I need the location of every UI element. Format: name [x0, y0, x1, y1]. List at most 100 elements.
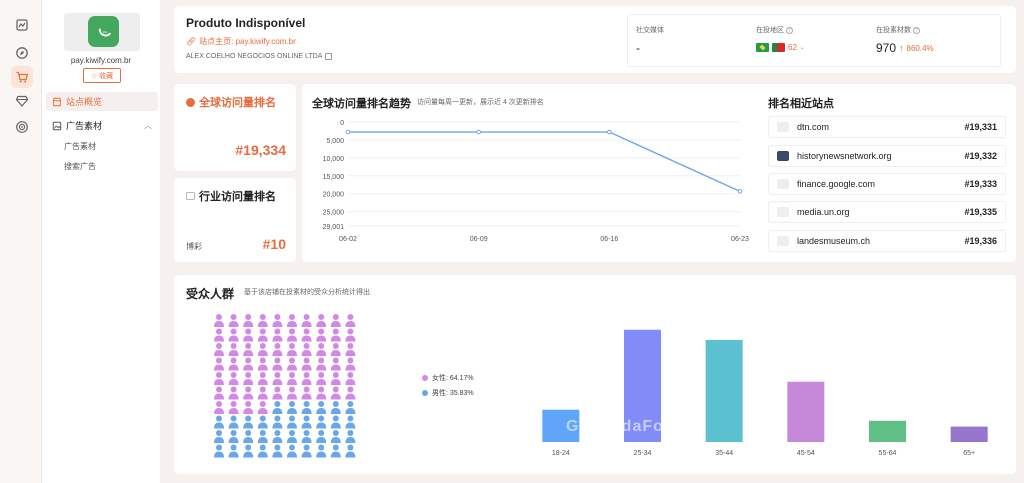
- person-head-icon: [259, 343, 266, 349]
- person-body-icon: [301, 451, 312, 458]
- image-icon: [52, 121, 62, 130]
- person-body-icon: [228, 350, 239, 356]
- person-body-icon: [272, 437, 283, 443]
- site-favicon-icon: [777, 151, 789, 161]
- person-body-icon: [272, 451, 283, 458]
- cart-icon[interactable]: [11, 66, 33, 88]
- site-header-card: Produto Indisponível 🔗︎ 站点主页: pay.kiwify…: [174, 6, 1016, 73]
- person-head-icon: [347, 401, 354, 407]
- person-head-icon: [230, 328, 237, 335]
- y-tick-label: 20,000: [323, 192, 345, 199]
- age-tick-label: 35-44: [715, 450, 733, 457]
- person-head-icon: [259, 430, 266, 436]
- target-icon[interactable]: [11, 116, 33, 138]
- region-value[interactable]: 62 ⌄: [756, 43, 805, 52]
- person-body-icon: [287, 335, 297, 342]
- rank-trend-chart: 0 5,000 10,000 15,000 20,000 25,000 29,001 06-0…: [323, 120, 749, 243]
- person-body-icon: [243, 364, 254, 371]
- trend-point: [607, 129, 612, 135]
- gem-icon[interactable]: [11, 90, 33, 112]
- compass-icon[interactable]: [11, 42, 33, 64]
- x-tick-label: 06-02: [339, 236, 357, 243]
- person-body-icon: [272, 393, 283, 400]
- trend-subtitle: 访问量每周一更新，展示近 4 次更新排名: [417, 99, 544, 106]
- subnav-search-ads[interactable]: 搜索广告: [64, 162, 96, 171]
- person-body-icon: [330, 350, 341, 356]
- similar-site-row[interactable]: finance.google.com #19,333: [768, 173, 1006, 195]
- female-dot-icon: [422, 375, 428, 381]
- person-head-icon: [274, 401, 281, 407]
- nav-ad-materials[interactable]: 广告素材 ︿: [46, 116, 158, 135]
- similar-site-rank: #19,336: [964, 236, 997, 246]
- chevron-up-icon[interactable]: ︿: [144, 121, 152, 130]
- nav-site-overview[interactable]: 站点概览: [46, 92, 158, 111]
- person-head-icon: [303, 386, 310, 393]
- person-head-icon: [332, 372, 339, 378]
- industry-rank-card: 行业访问量排名 博彩 #10: [174, 178, 296, 262]
- person-body-icon: [316, 379, 327, 385]
- person-body-icon: [243, 422, 254, 429]
- chevron-down-icon: ⌄: [799, 45, 805, 51]
- homepage-link[interactable]: 🔗︎ 站点主页: pay.kiwify.com.br: [186, 36, 296, 47]
- dashboard-icon[interactable]: [11, 14, 33, 36]
- icon-rail: [0, 0, 42, 483]
- person-body-icon: [228, 422, 239, 429]
- audience-subtitle: 基于该店铺在投素材的受众分析统计得出: [244, 289, 370, 296]
- person-body-icon: [243, 408, 254, 414]
- person-body-icon: [301, 364, 312, 371]
- similar-site-row[interactable]: historynewsnetwork.org #19,332: [768, 145, 1006, 167]
- person-head-icon: [274, 357, 281, 364]
- person-body-icon: [316, 408, 327, 414]
- person-head-icon: [216, 444, 222, 451]
- portugal-flag-icon: [772, 43, 785, 52]
- nav-ad-materials-label: 广告素材: [66, 121, 103, 131]
- favorite-button[interactable]: ☆ 收藏: [83, 68, 121, 83]
- person-head-icon: [259, 372, 266, 378]
- favorite-label: 收藏: [99, 72, 114, 80]
- person-body-icon: [214, 393, 224, 400]
- person-head-icon: [259, 415, 266, 422]
- subnav-ad-materials[interactable]: 广告素材: [64, 142, 96, 151]
- similar-site-row[interactable]: dtn.com #19,331: [768, 116, 1006, 138]
- person-head-icon: [347, 444, 354, 451]
- trend-line: [348, 131, 741, 192]
- audience-card: 受众人群 基于该店铺在投素材的受众分析统计得出 女性: 64.17% 男性: 3…: [174, 275, 1016, 474]
- folder-icon: [186, 192, 195, 200]
- person-body-icon: [301, 393, 312, 400]
- person-body-icon: [287, 408, 297, 414]
- person-body-icon: [345, 408, 356, 414]
- person-head-icon: [259, 328, 266, 335]
- x-tick-label: 06-16: [600, 236, 618, 243]
- person-body-icon: [272, 364, 283, 371]
- similar-site-row[interactable]: media.un.org #19,335: [768, 201, 1006, 223]
- person-body-icon: [214, 350, 224, 356]
- copy-icon[interactable]: [325, 53, 333, 60]
- person-head-icon: [289, 401, 295, 407]
- person-body-icon: [243, 350, 254, 356]
- person-head-icon: [318, 328, 325, 335]
- age-tick-label: 65+: [963, 450, 975, 457]
- y-tick-label: 0: [340, 120, 344, 127]
- site-favicon-icon: [777, 179, 789, 189]
- person-head-icon: [318, 430, 325, 436]
- person-head-icon: [245, 386, 252, 393]
- person-body-icon: [228, 437, 239, 443]
- help-icon[interactable]: ?: [913, 26, 920, 34]
- ads-count-value: 970 ↑ 860.4%: [876, 41, 934, 55]
- person-head-icon: [259, 444, 266, 451]
- person-body-icon: [287, 379, 297, 385]
- help-icon[interactable]: ?: [786, 26, 793, 34]
- industry-rank-label: 行业访问量排名: [199, 191, 276, 203]
- person-head-icon: [303, 401, 310, 407]
- person-head-icon: [245, 328, 252, 335]
- person-head-icon: [303, 314, 310, 320]
- person-body-icon: [301, 335, 312, 342]
- ads-count-label: 在投素材数 ?: [876, 25, 920, 35]
- person-body-icon: [330, 422, 341, 429]
- kiwify-app-icon: [88, 16, 119, 47]
- age-tick-label: 25-34: [634, 450, 652, 457]
- site-logo: [64, 13, 140, 51]
- similar-site-row[interactable]: landesmuseum.ch #19,336: [768, 230, 1006, 252]
- person-body-icon: [214, 451, 224, 458]
- person-head-icon: [318, 386, 325, 393]
